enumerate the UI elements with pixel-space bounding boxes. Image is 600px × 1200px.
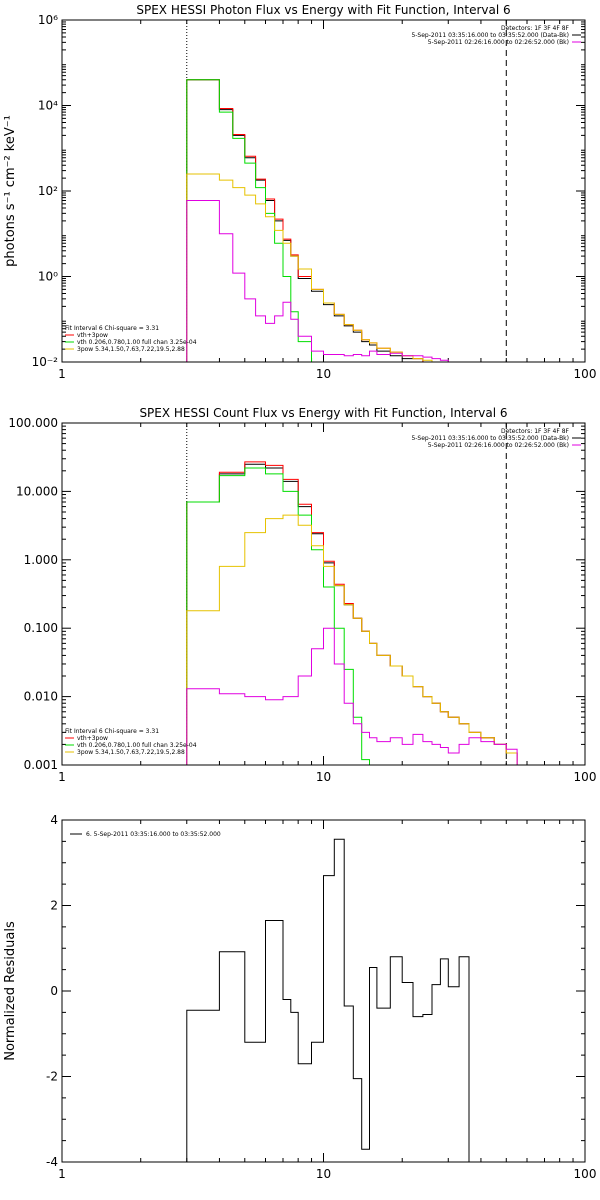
y-tick-label: 4 xyxy=(50,813,58,827)
chart-title-count: SPEX HESSI Count Flux vs Energy with Fit… xyxy=(139,406,507,420)
y-tick-label: 10⁶ xyxy=(38,13,58,27)
legend-entry: Fit Interval 6 Chi-square = 3.31 xyxy=(65,728,159,735)
legend-entry: vth+3pow xyxy=(77,332,108,339)
y-tick-label: -2 xyxy=(46,1070,58,1084)
legend-entry: vth 0.206,0.780,1.00 full chan 3.25e-04 xyxy=(77,339,197,346)
y-tick-label: 2 xyxy=(50,899,58,913)
y-axis-label-residuals: Normalized Residuals xyxy=(3,921,18,1061)
y-tick-label: 0.001 xyxy=(24,758,58,772)
series-line-black xyxy=(186,838,470,1162)
legend-entry: 5-Sep-2011 02:26:16.000 to 02:26:52.000 … xyxy=(428,442,569,449)
series-line-green xyxy=(186,467,370,765)
x-tick-label: 100 xyxy=(574,1167,597,1181)
plot-frame xyxy=(61,819,586,1163)
legend-entry: 3pow 5.34,1.50,7.63,7.22,19.5,2.88 xyxy=(77,346,185,353)
y-tick-label: 0 xyxy=(50,984,58,998)
legend-entry: 3pow 5.34,1.50,7.63,7.22,19.5,2.88 xyxy=(77,749,185,756)
legend-entry: Fit Interval 6 Chi-square = 3.31 xyxy=(65,325,159,332)
series-line-black xyxy=(186,463,518,765)
y-axis-label-photon: photons s⁻¹ cm⁻² keV⁻¹ xyxy=(3,115,18,267)
y-tick-label: -4 xyxy=(46,1155,58,1169)
x-tick-label: 1 xyxy=(58,770,66,784)
series-line-yellow xyxy=(186,173,433,362)
legend-entry: vth 0.206,0.780,1.00 full chan 3.25e-04 xyxy=(77,742,197,749)
legend-entry: Detectors: 1F 3F 4F 8F xyxy=(501,25,570,32)
y-tick-label: 10⁰ xyxy=(38,270,58,284)
plot-frame xyxy=(61,19,586,363)
series-line-magenta xyxy=(186,627,518,765)
y-tick-label: 1.000 xyxy=(24,553,58,567)
series-line-black xyxy=(186,79,424,362)
series-line-green xyxy=(186,79,324,362)
x-tick-label: 10 xyxy=(316,367,331,381)
plot-frame xyxy=(61,422,586,766)
y-tick-label: 10⁴ xyxy=(38,99,58,113)
y-tick-label: 10⁻² xyxy=(32,355,59,369)
y-tick-label: 10² xyxy=(38,184,58,198)
series-line-red xyxy=(186,461,527,765)
x-tick-label: 1 xyxy=(58,367,66,381)
legend-entry: 5-Sep-2011 02:26:16.000 to 02:26:52.000 … xyxy=(428,39,569,46)
chart-title-photon: SPEX HESSI Photon Flux vs Energy with Fi… xyxy=(136,3,510,17)
legend-entry: 5-Sep-2011 03:35:16.000 to 03:35:52.000 … xyxy=(411,435,569,442)
legend-entry: 6. 5-Sep-2011 03:35:16.000 to 03:35:52.0… xyxy=(86,831,221,838)
chart-panel-photon xyxy=(61,19,586,363)
x-tick-label: 10 xyxy=(316,1167,331,1181)
legend-entry: Detectors: 1F 3F 4F 8F xyxy=(501,428,570,435)
y-tick-label: 100.000 xyxy=(8,416,58,430)
x-tick-label: 100 xyxy=(574,367,597,381)
chart-panel-count xyxy=(61,422,586,766)
chart-panel-residuals xyxy=(61,819,586,1163)
series-line-magenta xyxy=(186,200,460,362)
series-line-red xyxy=(186,79,424,362)
x-tick-label: 10 xyxy=(316,770,331,784)
x-tick-label: 100 xyxy=(574,770,597,784)
y-tick-label: 10.000 xyxy=(16,484,58,498)
x-tick-label: 1 xyxy=(58,1167,66,1181)
series-line-yellow xyxy=(186,514,527,765)
legend-entry: vth+3pow xyxy=(77,735,108,742)
y-tick-label: 0.010 xyxy=(24,690,58,704)
y-tick-label: 0.100 xyxy=(24,621,58,635)
legend-entry: 5-Sep-2011 03:35:16.000 to 03:35:52.000 … xyxy=(411,32,569,39)
